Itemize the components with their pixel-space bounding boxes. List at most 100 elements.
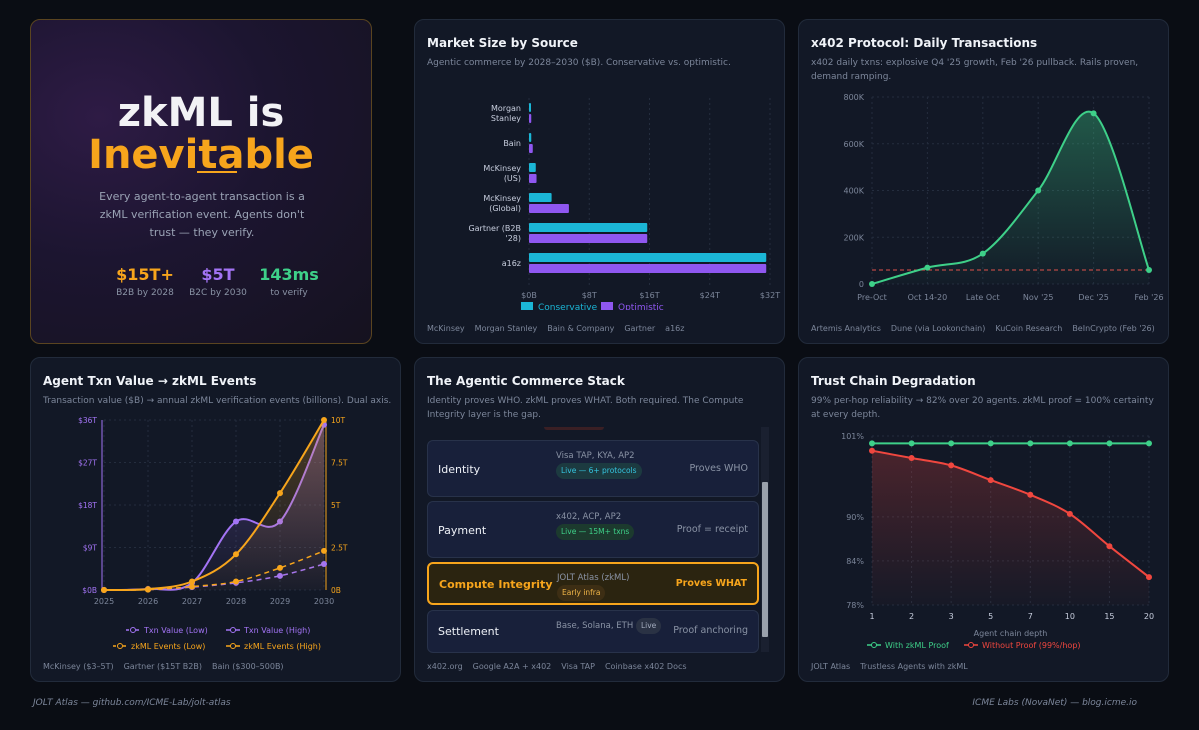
layer-name: Identity xyxy=(438,463,481,476)
legend-marker xyxy=(230,643,236,649)
category-label: '28) xyxy=(506,234,522,243)
y-tick-label: 0 xyxy=(859,280,864,289)
data-point xyxy=(869,281,875,287)
source-link[interactable]: Visa TAP xyxy=(561,662,595,671)
hero-title-line1: zkML is xyxy=(117,90,285,136)
x-tick-label: Feb '26 xyxy=(1134,293,1163,302)
source-link[interactable]: McKinsey ($3–5T) xyxy=(43,662,114,671)
category-label: Morgan xyxy=(491,104,521,113)
area-fill xyxy=(872,450,1149,605)
source-link[interactable]: Bain & Company xyxy=(547,324,615,333)
layer-detail: x402, ACP, AP2 Live — 15M+ txns xyxy=(556,510,666,540)
stat-value: $5T xyxy=(201,265,235,284)
x-tick-label: 20 xyxy=(1144,612,1154,621)
source-link[interactable]: Bain ($300–500B) xyxy=(211,662,284,671)
subtitle-line: 99% per-hop reliability → 82% over 20 ag… xyxy=(811,396,1154,406)
data-point xyxy=(101,587,107,593)
footer-right[interactable]: ICME Labs (NovaNet) — blog.icme.io xyxy=(972,698,1137,708)
x-tick-label: 15 xyxy=(1104,612,1114,621)
stack-row-payment[interactable]: Payment x402, ACP, AP2 Live — 15M+ txns … xyxy=(427,501,759,558)
source-link[interactable]: Gartner ($15T B2B) xyxy=(123,662,202,671)
data-point xyxy=(979,250,986,257)
source-link[interactable]: Morgan Stanley xyxy=(474,324,538,333)
legend-marker xyxy=(968,642,974,648)
data-point xyxy=(233,518,239,525)
legend-swatch xyxy=(601,302,613,310)
legend-marker xyxy=(117,643,123,649)
category-label: Stanley xyxy=(491,114,521,123)
source-link[interactable]: Dune (via Lookonchain) xyxy=(890,324,986,333)
data-point xyxy=(1027,440,1034,447)
x-tick-label: $0B xyxy=(521,291,537,300)
stack-row-identity[interactable]: Identity Visa TAP, KYA, AP2 Live — 6+ pr… xyxy=(427,440,759,497)
data-point xyxy=(948,440,955,447)
stack-subtitle: Identity proves WHO. zkML proves WHAT. B… xyxy=(427,394,743,422)
layer-detail: Visa TAP, KYA, AP2 Live — 6+ protocols xyxy=(556,449,666,479)
market-subtitle: Agentic commerce by 2028–2030 ($B). Cons… xyxy=(427,58,731,68)
stack-row-settlement[interactable]: Settlement Base, Solana, ETH Live Proof … xyxy=(427,610,759,653)
x-tick-label: 2030 xyxy=(314,597,334,606)
stat-b2b: $15T+ B2B by 2028 xyxy=(113,265,177,298)
status-badge: Live — 6+ protocols xyxy=(556,463,642,479)
subtitle-line: demand ramping. xyxy=(811,72,892,82)
legend-swatch xyxy=(521,302,533,310)
x-tick-label: 2029 xyxy=(270,597,290,606)
x402-card: x402 Protocol: Daily Transactions x402 d… xyxy=(798,19,1169,344)
x-tick-label: 7 xyxy=(1028,612,1033,621)
hero-description: Every agent-to-agent transaction is a zk… xyxy=(99,190,305,239)
trust-sources: JOLT Atlas Trustless Agents with zkML xyxy=(811,662,978,671)
data-point xyxy=(987,477,994,484)
bar xyxy=(529,223,648,232)
x402-title: x402 Protocol: Daily Transactions xyxy=(811,36,1038,50)
source-link[interactable]: a16z xyxy=(665,324,685,333)
stack-title: The Agentic Commerce Stack xyxy=(427,374,625,388)
source-link[interactable]: Coinbase x402 Docs xyxy=(604,662,687,671)
source-link[interactable]: BeInCrypto (Feb '26) xyxy=(1072,324,1155,333)
source-link[interactable]: x402.org xyxy=(427,662,463,671)
source-link[interactable]: Artemis Analytics xyxy=(811,324,881,333)
stack-scroll-area[interactable] xyxy=(424,427,771,652)
agent-title: Agent Txn Value → zkML Events xyxy=(43,374,257,388)
data-point xyxy=(1146,574,1152,581)
market-card: Market Size by Source Agentic commerce b… xyxy=(414,19,785,344)
series-line xyxy=(871,449,1150,578)
status-badge: Live — 15M+ txns xyxy=(556,524,635,540)
x-tick-label: Nov '25 xyxy=(1023,293,1054,302)
x402-chart: 0 200K 400K 600K 800K Pre-Oct Oct 14-20 Late Oc… xyxy=(843,93,1163,302)
layer-role: Proof = receipt xyxy=(676,524,748,535)
subtitle-line: at every depth. xyxy=(811,410,881,420)
y-left-tick-label: $27T xyxy=(78,459,97,468)
x-tick-label: 2028 xyxy=(226,597,246,606)
source-link[interactable]: McKinsey xyxy=(427,324,465,333)
x402-subtitle: x402 daily txns: explosive Q4 '25 growth… xyxy=(811,56,1138,84)
scrollbar-thumb[interactable] xyxy=(762,482,768,637)
data-point xyxy=(908,440,915,447)
source-link[interactable]: Trustless Agents with zkML xyxy=(860,662,968,671)
legend-label: Txn Value (High) xyxy=(243,626,310,635)
source-link[interactable]: Google A2A + x402 xyxy=(472,662,552,671)
x-tick-label: Dec '25 xyxy=(1078,293,1108,302)
area-fill xyxy=(104,420,324,591)
stack-row-compute[interactable]: Compute Integrity JOLT Atlas (zkML) Earl… xyxy=(427,562,759,605)
market-title: Market Size by Source xyxy=(427,36,578,50)
hero-title-line2: Inevitable xyxy=(88,132,314,178)
x402-sources: Artemis Analytics Dune (via Lookonchain) K… xyxy=(811,324,1165,333)
source-link[interactable]: Gartner xyxy=(624,324,656,333)
source-link[interactable]: JOLT Atlas xyxy=(811,662,851,671)
data-point xyxy=(948,462,955,469)
layer-name: Payment xyxy=(438,524,487,537)
bar xyxy=(529,144,533,153)
source-link[interactable]: KuCoin Research xyxy=(995,324,1063,333)
footer-left[interactable]: JOLT Atlas — github.com/ICME-Lab/jolt-at… xyxy=(33,698,231,708)
subtitle-line: x402 daily txns: explosive Q4 '25 growth… xyxy=(811,58,1139,68)
layer-name: Compute Integrity xyxy=(439,578,553,591)
x-tick-label: 3 xyxy=(949,612,954,621)
bar xyxy=(529,103,531,112)
data-point xyxy=(233,551,239,558)
layer-role: Proves WHO xyxy=(689,463,748,474)
category-label: McKinsey xyxy=(483,194,521,203)
stat-value: 143ms xyxy=(259,265,319,284)
hero-card: zkML is Inevitable Every agent-to-agent … xyxy=(30,19,372,344)
legend-label: With zkML Proof xyxy=(885,641,949,650)
x-axis-label: Agent chain depth xyxy=(974,629,1048,638)
